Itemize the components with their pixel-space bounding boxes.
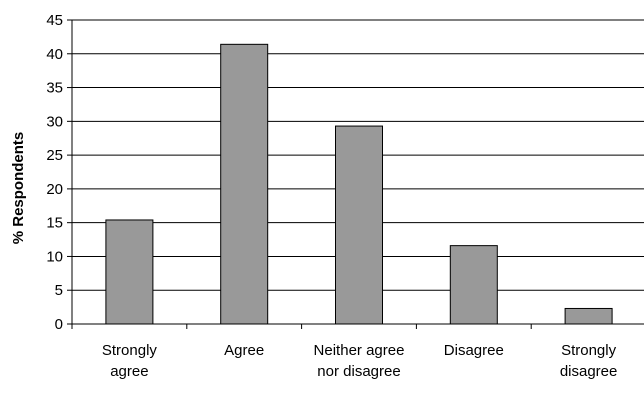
x-axis-labels: Strongly agree Agree Neither agree nor disag… [102, 342, 617, 380]
y-axis-title: % Respondents [10, 132, 27, 245]
y-tick-label: 0 [55, 316, 63, 333]
x-category-label: Strongly disagree [560, 342, 618, 380]
y-tick-label: 45 [46, 12, 63, 29]
y-tick-label: 30 [46, 113, 63, 130]
y-tick-label: 5 [55, 282, 63, 299]
bar [564, 307, 613, 325]
x-category-label: Strongly agree [102, 342, 158, 380]
x-category-label: Neither agree nor disagree [314, 342, 405, 380]
x-category-label: Disagree [444, 342, 504, 359]
bar [335, 125, 383, 325]
y-tick-label: 15 [46, 215, 63, 232]
bar [449, 245, 498, 325]
bar [220, 43, 269, 325]
y-tick-label: 40 [46, 46, 63, 63]
y-axis-ticks: 0 5 10 15 20 25 30 35 40 45 [46, 12, 72, 333]
axes [71, 20, 644, 329]
bars [105, 43, 613, 325]
y-tick-label: 20 [46, 181, 63, 198]
y-tick-label: 35 [46, 80, 63, 97]
y-tick-label: 25 [46, 147, 63, 164]
y-tick-label: 10 [46, 248, 63, 265]
bar [105, 219, 154, 325]
x-category-label: Agree [224, 342, 264, 359]
